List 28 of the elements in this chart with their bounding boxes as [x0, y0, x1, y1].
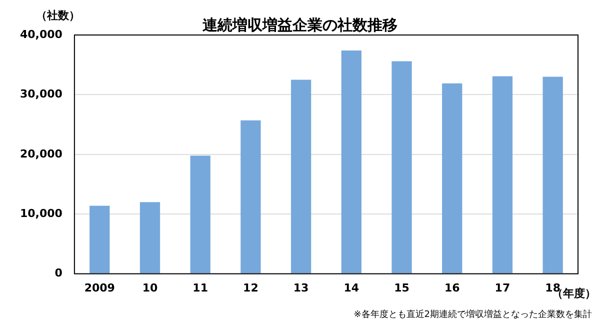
bar — [492, 76, 513, 274]
bar — [542, 76, 563, 274]
y-tick-label: 40,000 — [20, 28, 63, 41]
x-tick-label: 11 — [192, 281, 208, 294]
bar — [90, 206, 110, 274]
chart-title: 連続増収増益企業の社数推移 — [202, 16, 398, 34]
y-axis-title: （社数） — [36, 8, 80, 23]
bar — [341, 50, 362, 274]
x-tick-label: 17 — [494, 281, 510, 294]
x-tick-label: 12 — [243, 281, 258, 294]
y-tick-label: 30,000 — [20, 88, 63, 101]
bar — [392, 61, 412, 274]
text: ※各年度とも直近2期連続で増収増益となった企業数を集計 — [354, 308, 592, 321]
x-tick-label: 14 — [344, 281, 360, 294]
y-tick-label: 20,000 — [20, 147, 63, 160]
x-tick-label: 15 — [394, 281, 410, 294]
x-tick-label: 13 — [293, 281, 309, 294]
x-tick-label: 2009 — [84, 281, 115, 294]
bar — [442, 83, 462, 274]
y-tick-label: 10,000 — [20, 206, 63, 220]
y-tick-label: 0 — [54, 266, 63, 280]
x-tick-label: 18 — [545, 281, 560, 294]
x-tick-label: 16 — [444, 281, 460, 294]
bar — [190, 156, 210, 274]
x-tick-label: 10 — [142, 281, 158, 294]
bar — [240, 120, 261, 274]
bar — [290, 80, 312, 274]
bar — [140, 202, 160, 274]
